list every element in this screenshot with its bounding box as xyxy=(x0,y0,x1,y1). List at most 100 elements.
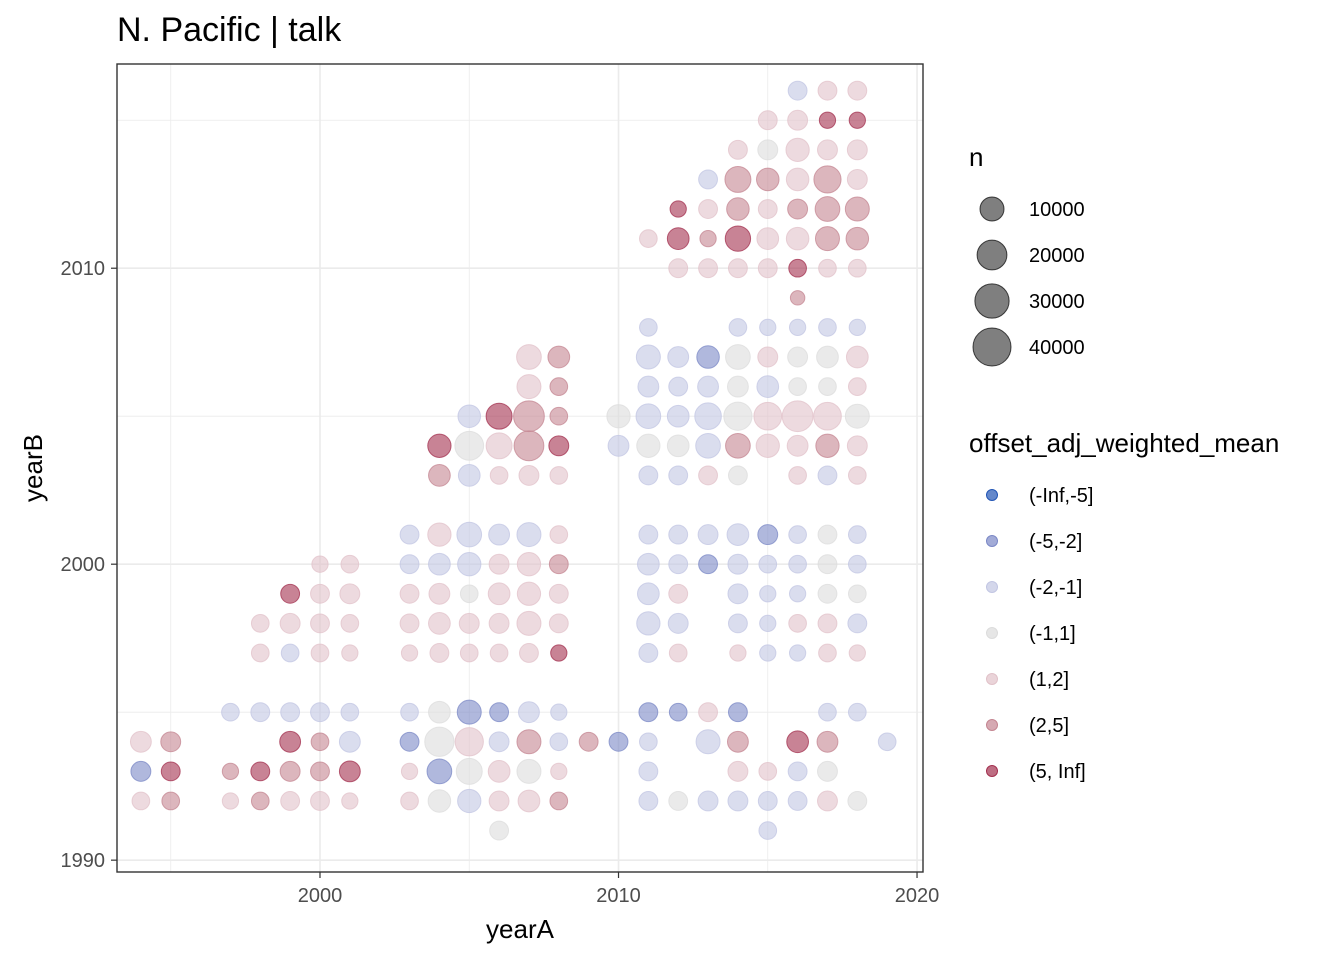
data-point xyxy=(516,522,542,548)
data-point xyxy=(666,434,690,458)
data-point xyxy=(428,464,451,487)
data-point xyxy=(788,554,807,574)
data-point xyxy=(818,702,837,722)
data-point xyxy=(814,196,841,222)
data-point xyxy=(785,137,810,162)
y-axis-ticks: 1990 2000 2010 xyxy=(61,258,117,872)
data-point xyxy=(668,524,689,545)
data-point xyxy=(160,761,181,782)
data-point xyxy=(755,433,780,458)
data-point xyxy=(338,730,361,753)
data-point xyxy=(457,464,481,487)
data-point xyxy=(488,553,510,575)
data-point xyxy=(727,583,749,605)
data-point xyxy=(727,760,749,782)
data-point xyxy=(428,552,451,576)
data-point xyxy=(788,377,807,396)
data-point xyxy=(757,524,779,546)
data-point xyxy=(513,400,545,433)
data-point xyxy=(607,434,630,457)
data-point xyxy=(488,523,511,546)
data-point xyxy=(695,432,721,459)
data-point xyxy=(758,762,778,781)
data-point xyxy=(727,139,748,160)
data-point xyxy=(724,225,752,252)
legend-color-key xyxy=(986,719,998,731)
data-point xyxy=(549,377,569,396)
data-point xyxy=(847,554,867,574)
data-point xyxy=(399,554,420,575)
data-point xyxy=(485,402,513,430)
data-point xyxy=(723,401,753,431)
data-point xyxy=(280,791,301,811)
data-point xyxy=(758,821,778,840)
data-point xyxy=(788,466,807,485)
data-point xyxy=(516,374,542,400)
data-point xyxy=(340,554,360,574)
data-point xyxy=(488,731,510,753)
data-point xyxy=(667,612,689,634)
data-point xyxy=(725,432,751,459)
data-point xyxy=(668,791,689,811)
data-point xyxy=(787,80,808,101)
data-point xyxy=(400,644,419,662)
data-point xyxy=(549,732,569,752)
data-point xyxy=(756,227,780,250)
data-point xyxy=(817,583,838,604)
data-point xyxy=(637,582,660,606)
data-point xyxy=(456,699,482,725)
data-point xyxy=(668,258,689,279)
data-point xyxy=(488,790,510,812)
data-point xyxy=(847,584,867,604)
data-point xyxy=(668,554,689,575)
data-point xyxy=(817,790,838,812)
legend-color-label: (-Inf,-5] xyxy=(1029,485,1093,507)
data-point xyxy=(786,434,809,457)
data-point xyxy=(636,611,661,636)
data-point xyxy=(516,581,542,606)
data-point xyxy=(311,555,329,573)
data-point xyxy=(788,585,807,603)
data-point xyxy=(845,345,869,369)
data-point xyxy=(636,433,661,458)
data-point xyxy=(428,582,451,605)
data-point xyxy=(727,790,749,812)
data-point xyxy=(781,400,814,433)
data-point xyxy=(516,729,542,755)
data-point xyxy=(638,465,659,486)
data-point xyxy=(399,613,420,634)
data-point xyxy=(516,758,542,784)
legend-size-label: 20000 xyxy=(1029,245,1085,267)
data-point xyxy=(844,403,870,429)
data-point xyxy=(727,258,748,279)
data-point xyxy=(697,375,719,398)
data-point xyxy=(548,435,570,457)
data-point xyxy=(669,200,687,218)
data-point xyxy=(489,466,509,485)
data-point xyxy=(845,226,870,251)
data-point xyxy=(817,524,838,545)
data-point xyxy=(221,762,240,781)
data-point xyxy=(518,464,540,486)
legend-size-label: 10000 xyxy=(1029,199,1085,221)
data-point xyxy=(428,612,451,635)
data-point xyxy=(279,612,301,634)
data-point xyxy=(846,168,868,190)
data-point xyxy=(816,345,839,369)
data-point xyxy=(487,760,511,783)
data-point xyxy=(279,730,302,753)
data-point xyxy=(340,614,360,633)
data-point xyxy=(814,226,840,252)
data-point xyxy=(489,820,510,841)
data-point xyxy=(729,644,747,662)
data-point xyxy=(726,523,750,546)
data-point xyxy=(310,583,330,604)
data-point xyxy=(457,552,482,577)
legend-color-key xyxy=(986,581,998,593)
data-point xyxy=(456,521,483,548)
data-point xyxy=(698,258,718,279)
data-point xyxy=(280,583,301,604)
data-point xyxy=(280,702,301,723)
data-point xyxy=(699,229,717,248)
data-point xyxy=(726,730,749,753)
